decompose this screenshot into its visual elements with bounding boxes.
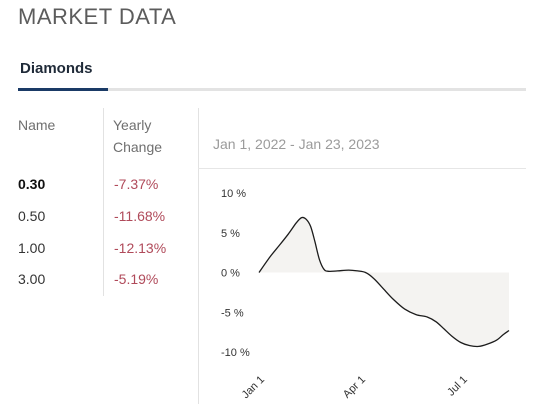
y-tick-label: -10 % <box>221 347 250 359</box>
table-row-change[interactable]: -11.68% <box>114 208 166 224</box>
chart-header-divider <box>198 168 526 169</box>
column-divider <box>103 108 104 296</box>
date-range-label: Jan 1, 2022 - Jan 23, 2023 <box>213 136 380 152</box>
chart-area-fill <box>259 217 509 347</box>
column-header-yearly-change[interactable]: Yearly Change <box>113 114 193 158</box>
table-row-change[interactable]: -7.37% <box>114 176 159 192</box>
x-tick-label: Jul 1 <box>445 374 470 399</box>
y-tick-label: 10 % <box>221 188 246 200</box>
y-tick-label: 0 % <box>221 268 240 280</box>
tab-bar-divider <box>18 88 526 91</box>
column-header-name[interactable]: Name <box>18 117 56 133</box>
column-header-yearly-change-line2: Change <box>113 139 163 155</box>
y-tick-label: 5 % <box>221 228 240 240</box>
tab-diamonds[interactable]: Diamonds <box>20 60 93 77</box>
table-row-change[interactable]: -12.13% <box>114 240 167 256</box>
column-header-yearly-change-line1: Yearly <box>113 117 152 133</box>
table-row-name[interactable]: 1.00 <box>18 240 46 256</box>
y-tick-label: -5 % <box>221 307 244 319</box>
x-tick-label: Apr 1 <box>341 374 368 401</box>
chart-series-line[interactable] <box>258 216 510 348</box>
active-tab-indicator <box>18 88 108 91</box>
x-tick-label: Jan 1 <box>240 374 268 402</box>
table-row-name[interactable]: 0.30 <box>18 176 46 192</box>
table-row-name[interactable]: 3.00 <box>18 271 46 287</box>
page-title: MARKET DATA <box>18 4 177 29</box>
chart-divider <box>198 108 199 404</box>
table-row-change[interactable]: -5.19% <box>114 271 159 287</box>
table-row-name[interactable]: 0.50 <box>18 208 46 224</box>
